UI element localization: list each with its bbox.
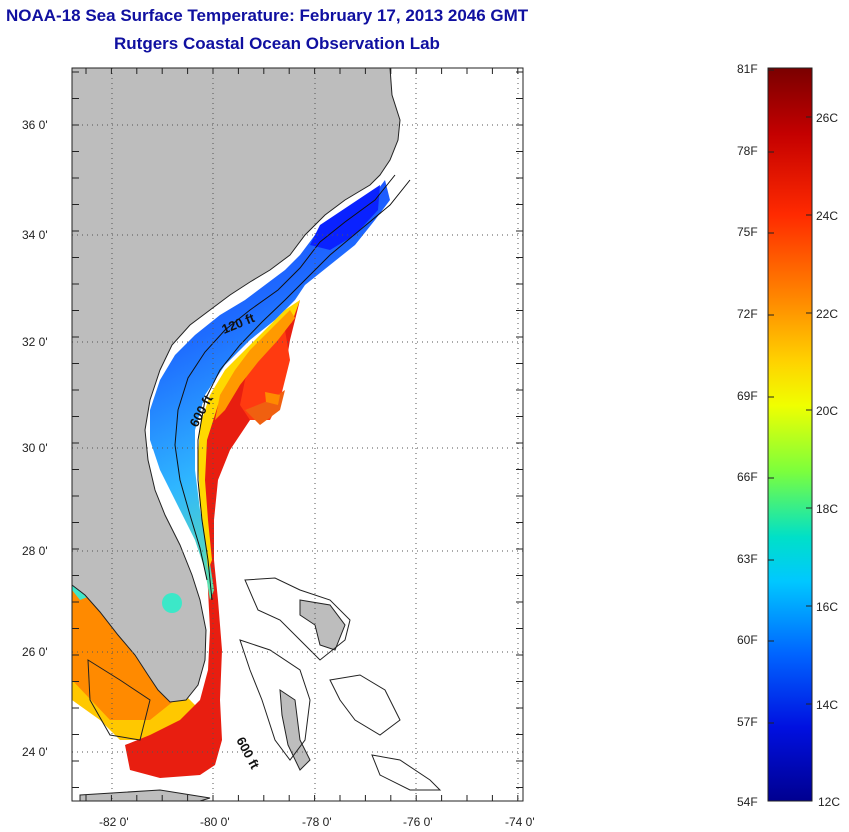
longitude-axis: -82 0' -80 0' -78 0' -76 0' -74 0' bbox=[99, 815, 535, 829]
celsius-scale: 26C 24C 22C 20C 18C 16C 14C 12C bbox=[816, 111, 840, 809]
lat-label: 28 0' bbox=[22, 544, 48, 558]
lat-label: 24 0' bbox=[22, 745, 48, 759]
axis-tick-marks bbox=[72, 68, 523, 801]
map-title: NOAA-18 Sea Surface Temperature: Februar… bbox=[6, 6, 529, 25]
f-label: 69F bbox=[737, 389, 758, 403]
lat-label: 26 0' bbox=[22, 645, 48, 659]
f-label: 60F bbox=[737, 633, 758, 647]
f-label: 54F bbox=[737, 795, 758, 809]
fahrenheit-scale: 81F 78F 75F 72F 69F 66F 63F 60F 57F 54F bbox=[737, 62, 758, 809]
lon-label: -74 0' bbox=[505, 815, 535, 829]
map-subtitle: Rutgers Coastal Ocean Observation Lab bbox=[114, 34, 440, 53]
isobath-600ft bbox=[197, 179, 411, 601]
c-label: 12C bbox=[818, 795, 840, 809]
land-mass-southeast-us bbox=[72, 68, 401, 703]
f-label: 63F bbox=[737, 552, 758, 566]
colorbar-gradient bbox=[767, 67, 813, 802]
lon-label: -80 0' bbox=[200, 815, 230, 829]
map-frame bbox=[71, 67, 524, 802]
f-label: 66F bbox=[737, 470, 758, 484]
lat-label: 34 0' bbox=[22, 228, 48, 242]
c-label: 26C bbox=[816, 111, 838, 125]
c-label: 22C bbox=[816, 307, 838, 321]
latitude-axis: 36 0' 34 0' 32 0' 30 0' 28 0' 26 0' 24 0… bbox=[22, 118, 48, 759]
c-label: 20C bbox=[816, 404, 838, 418]
f-label: 72F bbox=[737, 307, 758, 321]
lat-label: 30 0' bbox=[22, 441, 48, 455]
lon-label: -82 0' bbox=[99, 815, 129, 829]
f-label: 57F bbox=[737, 715, 758, 729]
bahamas-islands bbox=[279, 689, 311, 771]
c-label: 14C bbox=[816, 698, 838, 712]
f-label: 81F bbox=[737, 62, 758, 76]
c-label: 24C bbox=[816, 209, 838, 223]
lat-label: 32 0' bbox=[22, 335, 48, 349]
temperature-colorbar: 81F 78F 75F 72F 69F 66F 63F 60F 57F 54F … bbox=[737, 62, 840, 809]
f-label: 75F bbox=[737, 225, 758, 239]
isobath-120ft bbox=[174, 174, 396, 581]
lat-label: 36 0' bbox=[22, 118, 48, 132]
lon-label: -78 0' bbox=[302, 815, 332, 829]
map-area: 120 ft 600 ft 600 ft bbox=[72, 68, 523, 801]
map-gridlines bbox=[72, 68, 523, 801]
lon-label: -76 0' bbox=[403, 815, 433, 829]
f-label: 78F bbox=[737, 144, 758, 158]
c-label: 18C bbox=[816, 502, 838, 516]
c-label: 16C bbox=[816, 600, 838, 614]
